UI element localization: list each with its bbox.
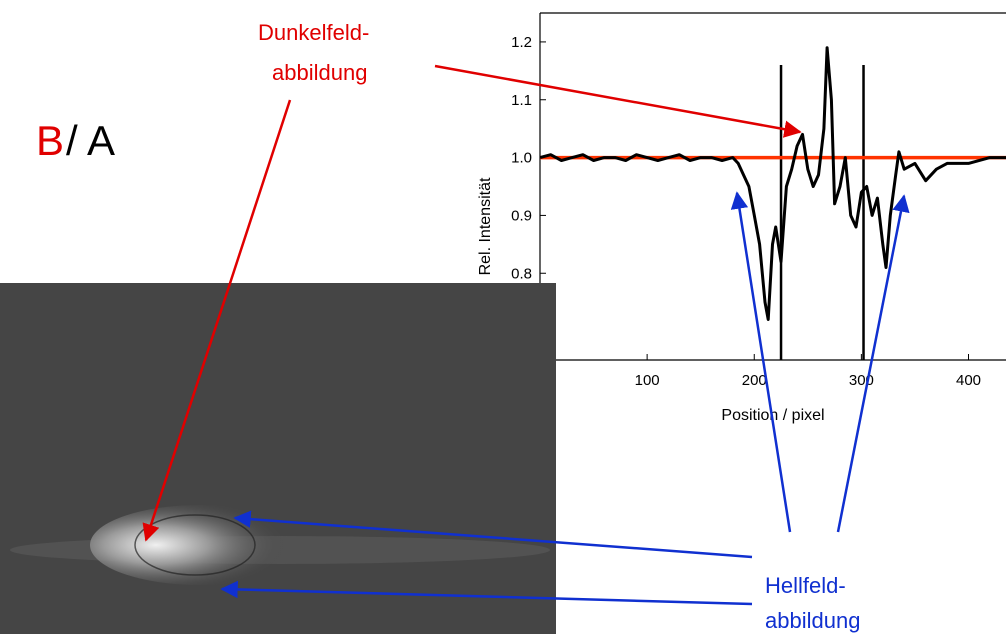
- y-tick-label: 1.0: [511, 150, 532, 167]
- dark-field-label: Dunkelfeld-: [258, 20, 369, 45]
- arrow: [838, 196, 904, 532]
- dark-field-label: abbildung: [272, 60, 367, 85]
- y-tick-label: 1.1: [511, 92, 532, 109]
- image-cell: [90, 505, 310, 585]
- bright-field-label: Hellfeld-: [765, 573, 846, 598]
- ratio-a: / A: [66, 117, 115, 164]
- image-background: [0, 283, 556, 634]
- x-tick-label: 100: [635, 372, 660, 389]
- series-line: [540, 48, 1006, 320]
- y-tick-label: 0.8: [511, 265, 532, 282]
- x-tick-label: 400: [956, 372, 981, 389]
- y-tick-label: 0.9: [511, 207, 532, 224]
- ratio-b: B: [36, 117, 64, 164]
- arrow: [435, 66, 800, 132]
- slide: 0.80.91.01.11.2100200300400Position / pi…: [0, 0, 1006, 634]
- bright-field-label: abbildung: [765, 608, 860, 633]
- page: {"chart_data": {"type": "line", "x_label…: [0, 0, 1006, 634]
- micrograph: [0, 283, 556, 634]
- y-tick-label: 1.2: [511, 34, 532, 51]
- x-tick-label: 200: [742, 372, 767, 389]
- y-axis-label: Rel. Intensität: [477, 177, 494, 275]
